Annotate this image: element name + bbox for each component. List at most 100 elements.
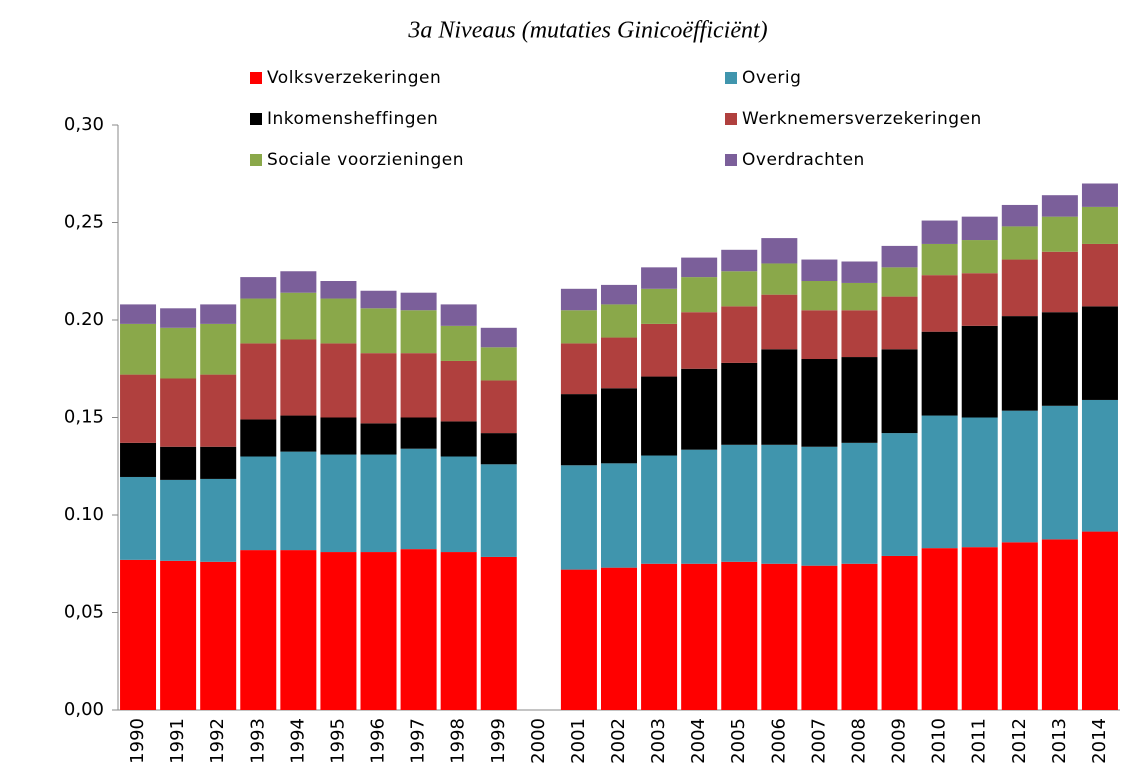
bar-segment [881,245,918,268]
bar-segment [240,419,277,457]
bar-segment [360,308,397,354]
legend-label: Overdrachten [742,150,865,170]
bar-segment [761,294,798,350]
bar-segment [961,417,998,548]
bar-segment [280,292,317,340]
y-tick-label: 0.10 [64,504,104,525]
y-tick-label: 0,25 [64,212,104,233]
bar-segment [200,323,237,375]
bar-segment [160,327,197,379]
bar-segment [120,442,157,477]
x-tick-label: 2014 [1089,718,1110,764]
bar-segment [721,444,758,562]
y-tick-label: 0,00 [64,699,104,720]
bar-segment [761,238,798,264]
bar-segment [601,463,637,568]
bar-segment [240,298,277,344]
bar-segment [280,415,317,452]
bar-segment [560,288,597,311]
bar-segment [280,451,317,551]
bar-segment [1041,312,1078,406]
y-tick-label: 0,05 [64,602,104,623]
bar-segment [200,304,237,324]
legend-swatch [725,113,737,125]
bar-segment [961,547,998,710]
bar-segment [280,550,317,710]
bar-segment [1041,251,1078,313]
bar-segment [560,465,597,570]
bar-segment [681,368,718,450]
bar-segment [601,388,637,464]
legend-swatch [250,72,262,84]
x-tick-label: 2013 [1049,718,1070,764]
bar-segment [120,476,157,560]
bar-segment [841,442,878,564]
bar-segment [240,277,277,299]
bar-segment [1001,316,1038,411]
bar-segment [120,559,157,710]
y-tick-label: 0,30 [64,114,104,135]
bar-segment [200,374,237,447]
bar-segment [440,456,477,553]
bar-segment [921,220,958,244]
bar-segment [440,421,477,457]
bar-segment [240,456,277,551]
bar-segment [360,552,397,710]
bar-segment [921,243,958,276]
bar-segment [160,446,197,480]
legend-label: Inkomensheffingen [267,109,438,129]
bar-segment [480,464,517,557]
bar-segment [1001,410,1038,543]
bar-segment [480,556,517,710]
bar-segment [1041,216,1078,252]
bar-segment [1081,531,1118,710]
bar-segment [120,304,157,324]
bar-segment [921,275,958,332]
x-tick-label: 2007 [808,718,829,764]
bar-segment [841,563,878,710]
x-tick-label: 2001 [568,718,589,764]
bar-segment [360,423,397,455]
bar-segment [921,415,958,549]
bar-segment [921,548,958,710]
bar-segment [160,479,197,561]
bar-segment [881,433,918,556]
bar-segment [240,343,277,420]
bar-segment [480,380,517,434]
bar-segment [761,349,798,445]
bar-segment [641,323,678,377]
bar-segment [320,343,357,418]
bar-segment [280,339,317,416]
x-tick-label: 1990 [127,718,148,764]
bar-segment [721,249,758,272]
bar-segment [200,561,237,710]
bar-segment [961,325,998,418]
x-tick-label: 1995 [327,718,348,764]
bar-segment [160,378,197,447]
bar-segment [400,310,437,354]
bar-segment [1001,542,1038,710]
bar-segment [961,240,998,274]
x-tick-label: 2011 [969,718,990,764]
legend-label: Werknemersverzekeringen [742,109,982,129]
x-tick-label: 2000 [528,718,549,764]
bar-segment [641,267,678,289]
x-tick-label: 2005 [728,718,749,764]
legend-swatch [725,72,737,84]
bar-segment [721,271,758,307]
x-tick-label: 2003 [648,718,669,764]
bar-segment [400,448,437,550]
bar-segment [801,259,838,281]
bar-segment [360,454,397,553]
bar-segment [681,449,718,564]
bar-segment [1081,206,1118,244]
x-tick-label: 1994 [287,718,308,764]
bar-segment [240,550,277,710]
bar-segment [601,337,637,389]
bar-segment [601,567,637,710]
bar-segment [1041,195,1078,217]
bar-segment [841,310,878,358]
bar-segment [160,560,197,710]
bar-segment [641,455,678,564]
